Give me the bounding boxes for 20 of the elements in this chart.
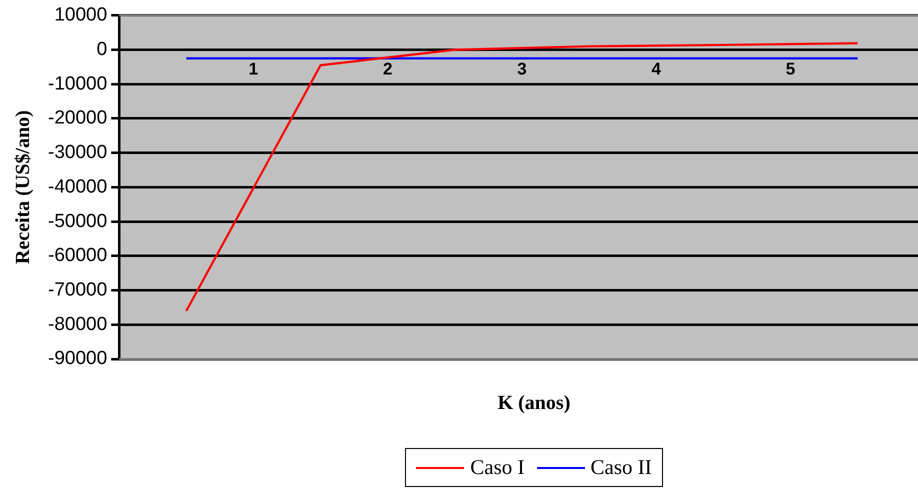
x-tick-label: 4 [651,60,662,79]
y-tick-label: -20000 [48,108,108,129]
y-axis-title: Receita (US$/ano) [12,110,34,264]
y-tick-label: -90000 [48,348,108,370]
x-tick-label: 3 [517,60,527,79]
y-tick-label: -60000 [48,245,108,266]
x-tick-label: 5 [786,60,796,79]
y-tick-label: -30000 [48,142,108,164]
x-axis-title: K (anos) [496,392,572,415]
y-tick-label: -10000 [48,73,108,94]
y-tick-label: -40000 [48,176,108,198]
legend-label: Caso I [470,455,524,480]
y-tick-label: 0 [96,38,108,60]
x-tick-label: 2 [382,60,392,79]
y-tick-label: 10000 [54,4,108,26]
x-tick-label: 1 [248,60,258,79]
y-tick-label: -50000 [48,210,108,232]
legend-label: Caso II [590,455,652,480]
y-tick-label: -80000 [48,314,108,335]
y-tick-label: -70000 [48,280,108,301]
